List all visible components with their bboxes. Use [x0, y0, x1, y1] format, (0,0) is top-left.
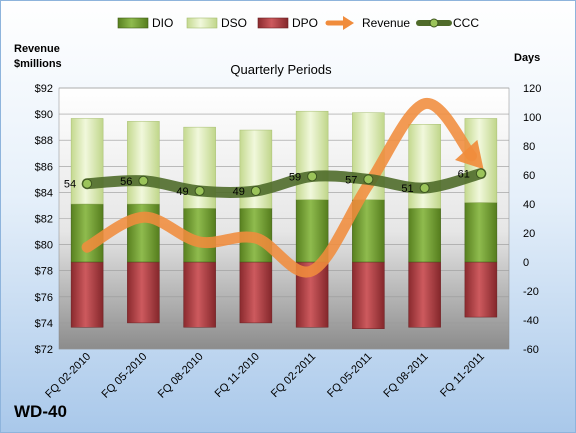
- right-tick-label: -40: [523, 315, 539, 327]
- left-tick-label: $72: [35, 344, 53, 356]
- revenue-arrowhead: [455, 139, 484, 170]
- ccc-data-label: 56: [120, 176, 132, 188]
- legend-arrowhead-revenue: [343, 16, 354, 30]
- left-axis: $72 $74 $76 $78 $80 $82 $84 $86 $88 $90 $92: [35, 83, 53, 356]
- revenue-series: [81, 98, 484, 278]
- left-tick-label: $92: [35, 83, 53, 95]
- bar-dpo: [464, 261, 498, 318]
- right-tick-label: 80: [523, 141, 535, 153]
- legend-swatch-dio: [117, 17, 149, 29]
- left-tick-label: $90: [35, 109, 53, 121]
- legend-swatch-dpo: [257, 17, 289, 29]
- legend-label-ccc: CCC: [453, 16, 479, 30]
- x-tick-label: FQ 08-2011: [381, 351, 430, 400]
- left-axis-title-line1: Revenue: [14, 43, 60, 55]
- ccc-point: [419, 183, 430, 194]
- right-tick-label: 60: [523, 170, 535, 182]
- x-tick-label: FQ 11-2010: [213, 351, 262, 400]
- stacked-bars: [70, 110, 498, 329]
- right-tick-label: -60: [523, 344, 539, 356]
- left-tick-label: $88: [35, 135, 53, 147]
- bar-dpo: [408, 261, 441, 328]
- legend: DIO DSO DPO Revenue CCC: [117, 16, 479, 30]
- bar-dso: [70, 118, 104, 205]
- right-tick-label: 20: [523, 228, 535, 240]
- bar-dpo: [127, 261, 160, 324]
- right-axis-title: Days: [514, 52, 540, 64]
- ccc-data-label: 57: [345, 174, 357, 186]
- bar-dso: [295, 110, 329, 200]
- bar-dio: [408, 208, 441, 263]
- x-tick-label: FQ 05-2010: [100, 351, 150, 401]
- right-tick-label: -20: [523, 286, 539, 298]
- x-tick-label: FQ 08-2010: [156, 351, 206, 401]
- left-tick-label: $74: [35, 318, 53, 330]
- ccc-point: [363, 174, 374, 185]
- right-axis: -60 -40 -20 0 20 40 60 80 100 120: [523, 83, 541, 356]
- legend-label-dpo: DPO: [292, 16, 318, 30]
- bar-dio: [464, 202, 498, 263]
- legend-label-dio: DIO: [152, 16, 173, 30]
- bar-dio: [70, 203, 104, 263]
- left-tick-label: $78: [35, 266, 53, 278]
- x-tick-label: FQ 02-2011: [269, 351, 318, 400]
- ccc-point: [138, 175, 149, 186]
- ccc-data-label: 51: [401, 183, 413, 195]
- right-tick-label: 40: [523, 199, 535, 211]
- legend-label-revenue: Revenue: [362, 16, 410, 30]
- legend-label-dso: DSO: [221, 16, 247, 30]
- bar-dpo: [70, 261, 104, 328]
- bar-dpo: [183, 261, 216, 328]
- x-tick-label: FQ 11-2011: [438, 351, 487, 400]
- x-tick-label: FQ 05-2011: [325, 351, 374, 400]
- right-tick-label: 100: [523, 112, 541, 124]
- ccc-point: [475, 168, 486, 179]
- ccc-data-label: 59: [289, 171, 301, 183]
- ccc-point: [82, 178, 93, 189]
- ccc-series: 54 56 49 49 59 57 51 61: [64, 168, 487, 198]
- left-axis-title-line2: $millions: [14, 58, 62, 70]
- left-tick-label: $84: [35, 187, 53, 199]
- chart-title: Quarterly Periods: [230, 62, 332, 77]
- x-tick-label: FQ 02-2010: [43, 351, 93, 401]
- ccc-data-label: 49: [176, 186, 188, 198]
- bar-dso: [127, 121, 160, 205]
- revenue-line: [81, 98, 478, 278]
- bar-dpo: [239, 261, 273, 324]
- ccc-data-label: 54: [64, 179, 76, 191]
- legend-marker-ccc: [429, 18, 439, 28]
- ccc-data-label: 49: [233, 186, 245, 198]
- left-tick-label: $86: [35, 161, 53, 173]
- left-tick-label: $80: [35, 240, 53, 252]
- x-axis: FQ 02-2010 FQ 05-2010 FQ 08-2010 FQ 11-2010…: [43, 351, 487, 401]
- bar-dso: [408, 124, 441, 209]
- ccc-point: [307, 171, 318, 182]
- right-tick-label: 120: [523, 83, 541, 95]
- left-tick-label: $76: [35, 292, 53, 304]
- ccc-data-label: 61: [458, 169, 470, 181]
- ccc-point: [250, 185, 261, 196]
- bar-dio: [295, 199, 329, 263]
- legend-swatch-dso: [186, 17, 218, 29]
- bar-dpo: [352, 261, 385, 329]
- ccc-point: [194, 185, 205, 196]
- company-name: WD-40: [14, 402, 67, 421]
- left-tick-label: $82: [35, 214, 53, 226]
- right-tick-label: 0: [523, 257, 529, 269]
